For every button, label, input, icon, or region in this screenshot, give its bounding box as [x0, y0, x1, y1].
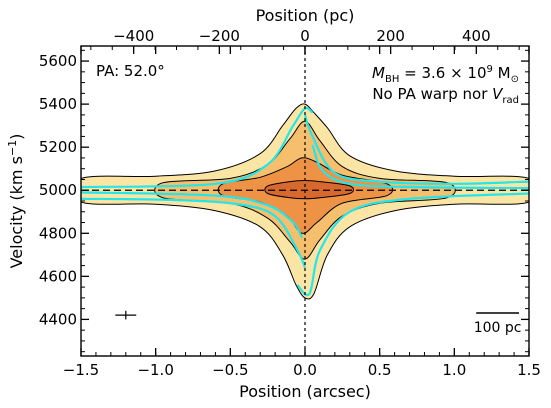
model-contour-4 — [81, 197, 307, 269]
top-tick-label: −200 — [199, 27, 240, 45]
top-tick-label: −400 — [113, 27, 154, 45]
mbh-symbol: M — [372, 64, 385, 82]
model-contour-2 — [296, 192, 529, 297]
y-axis-title-main: Velocity (km s — [7, 156, 26, 268]
data-contour-line-outer — [81, 103, 529, 300]
warp-label: No PA warp nor Vrad — [372, 85, 519, 106]
y-tick-label: 5600 — [39, 52, 77, 70]
axis-ticks: −1.5 −1.0 −0.5 0.0 0.5 1.0 1.5 4400 4600 4800 5000… — [39, 27, 541, 379]
plot-area — [81, 46, 529, 356]
error-cross — [115, 310, 137, 320]
top-x-axis-title: Position (pc) — [256, 6, 355, 25]
data-contour-line-mid — [154, 120, 456, 260]
y-axis-title: Velocity (km s−1) — [6, 134, 26, 269]
pa-label: PA: 52.0° — [96, 62, 165, 80]
y-axis-title-exponent: −1 — [6, 140, 19, 156]
y-tick-label: 4400 — [39, 310, 77, 328]
mbh-value: = 3.6 × 10 — [399, 64, 486, 82]
mbh-subscript: BH — [385, 74, 399, 85]
top-tick-label: 400 — [462, 27, 491, 45]
x-tick-label: 1.0 — [442, 361, 466, 379]
x-tick-label: 0.5 — [368, 361, 392, 379]
x-tick-label: 1.5 — [517, 361, 541, 379]
reference-lines — [81, 46, 529, 356]
warp-subscript: rad — [502, 95, 519, 106]
y-axis-title-close: ) — [7, 134, 26, 140]
model-contour-1 — [81, 191, 303, 239]
scale-bar-label: 100 pc — [474, 320, 522, 336]
y-tick-label: 5000 — [39, 181, 77, 199]
y-tick-label: 5200 — [39, 138, 77, 156]
x-tick-label: 0.0 — [293, 361, 317, 379]
mbh-exponent: 9 — [487, 64, 493, 75]
warp-v: V — [492, 85, 504, 103]
model-contour-5 — [303, 114, 529, 185]
x-tick-label: −0.5 — [212, 361, 248, 379]
y-tick-label: 4600 — [39, 267, 77, 285]
x-tick-label: −1.0 — [137, 361, 173, 379]
data-contour-fill-core — [264, 180, 354, 199]
y-tick-label: 5400 — [39, 95, 77, 113]
model-contour-3 — [311, 144, 529, 190]
warp-text: No PA warp nor — [372, 85, 492, 103]
mbh-unit-subscript: ⊙ — [511, 74, 519, 85]
y-tick-label: 4800 — [39, 224, 77, 242]
x-tick-label: −1.5 — [63, 361, 99, 379]
model-contours — [81, 106, 529, 297]
top-tick-label: 200 — [376, 27, 405, 45]
data-contour-line-core — [264, 179, 355, 200]
top-tick-label: 0 — [300, 27, 310, 45]
mbh-label: MBH = 3.6 × 109 M⊙ — [372, 64, 519, 85]
x-axis-title: Position (arcsec) — [239, 382, 371, 401]
mbh-unit: M — [493, 64, 511, 82]
